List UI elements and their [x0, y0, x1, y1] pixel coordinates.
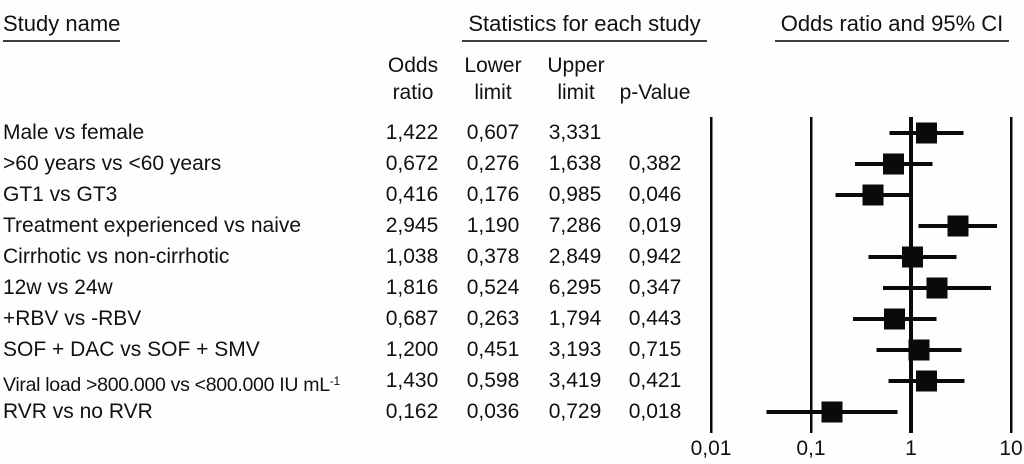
x-axis-tick-label: 0,1 [796, 437, 826, 460]
upper-limit-cell: 0,985 [548, 183, 602, 206]
study-name-cell: RVR vs no RVR [3, 399, 153, 425]
study-name-cell: GT1 vs GT3 [3, 182, 117, 208]
table-row: Viral load >800.000 vs <800.000 IU mL-1 1… [0, 368, 700, 396]
odds-ratio-marker [926, 277, 948, 299]
study-name-text: Male vs female [3, 121, 145, 144]
odds-ratio-marker [884, 308, 906, 330]
study-name-cell: Cirrhotic vs non-cirrhotic [3, 244, 229, 270]
odds-ratio-cell: 1,430 [385, 369, 439, 392]
study-name-text: +RBV vs -RBV [3, 307, 142, 330]
p-value-cell: 0,018 [628, 400, 682, 423]
lower-limit-header-line1: Lower [464, 54, 522, 77]
lower-limit-cell: 0,176 [466, 183, 520, 206]
odds-ratio-cell: 0,162 [385, 400, 439, 423]
study-name-superscript: -1 [329, 374, 340, 388]
odds-ratio-marker [821, 401, 843, 423]
table-row: Treatment experienced vs naive 2,945 1,190… [0, 213, 700, 239]
odds-ratio-header-line1: Odds [387, 54, 439, 77]
table-row: 12w vs 24w 1,816 0,524 6,295 0,347 [0, 275, 700, 301]
odds-ratio-cell: 1,422 [385, 121, 439, 144]
table-row: +RBV vs -RBV 0,687 0,263 1,794 0,443 [0, 306, 700, 332]
p-value-column-header: p-Value [619, 81, 691, 104]
upper-limit-cell: 3,419 [548, 369, 602, 392]
upper-limit-cell: 1,638 [548, 152, 602, 175]
odds-ratio-header-line2: ratio [392, 81, 434, 104]
odds-ratio-marker [883, 153, 905, 175]
odds-ratio-cell: 1,816 [385, 276, 439, 299]
upper-limit-cell: 3,193 [548, 338, 602, 361]
upper-limit-cell: 2,849 [548, 245, 602, 268]
upper-limit-cell: 1,794 [548, 307, 602, 330]
statistics-section-title: Statistics for each study [462, 12, 707, 42]
forest-plot [709, 117, 1013, 433]
study-name-text: SOF + DAC vs SOF + SMV [3, 338, 260, 361]
odds-ratio-marker [902, 246, 924, 268]
lower-limit-cell: 0,451 [466, 338, 520, 361]
upper-limit-header-line1: Upper [547, 54, 605, 77]
study-name-cell: +RBV vs -RBV [3, 306, 141, 332]
study-name-text: 12w vs 24w [3, 276, 113, 299]
table-row: RVR vs no RVR 0,162 0,036 0,729 0,018 [0, 399, 700, 425]
study-name-text: >60 years vs <60 years [3, 152, 222, 175]
study-name-cell: 12w vs 24w [3, 275, 113, 301]
odds-ratio-marker [862, 184, 884, 206]
lower-limit-cell: 1,190 [466, 214, 520, 237]
lower-limit-cell: 0,276 [466, 152, 520, 175]
odds-ratio-cell: 2,945 [385, 214, 439, 237]
upper-limit-cell: 0,729 [548, 400, 602, 423]
odds-ratio-marker [947, 215, 969, 237]
p-value-cell: 0,715 [628, 338, 682, 361]
odds-ratio-cell: 1,038 [385, 245, 439, 268]
study-name-cell: >60 years vs <60 years [3, 151, 221, 177]
study-name-cell: Viral load >800.000 vs <800.000 IU mL-1 [3, 368, 340, 398]
table-row: Cirrhotic vs non-cirrhotic 1,038 0,378 2,84… [0, 244, 700, 270]
upper-limit-cell: 3,331 [548, 121, 602, 144]
upper-limit-cell: 6,295 [548, 276, 602, 299]
p-value-cell: 0,443 [628, 307, 682, 330]
p-value-cell: 0,382 [628, 152, 682, 175]
table-row: Male vs female 1,422 0,607 3,331 [0, 120, 700, 146]
odds-ratio-column-header: Odds ratio [383, 52, 443, 106]
upper-limit-column-header: Upper limit [545, 52, 607, 106]
odds-ratio-marker [908, 339, 930, 361]
lower-limit-cell: 0,607 [466, 121, 520, 144]
study-name-column-title: Study name [3, 12, 121, 42]
upper-limit-cell: 7,286 [548, 214, 602, 237]
study-name-text: RVR vs no RVR [3, 400, 153, 423]
study-name-text: Cirrhotic vs non-cirrhotic [3, 245, 230, 268]
lower-limit-cell: 0,524 [466, 276, 520, 299]
lower-limit-column-header: Lower limit [462, 52, 524, 106]
lower-limit-cell: 0,263 [466, 307, 520, 330]
lower-limit-header-line2: limit [474, 81, 512, 104]
p-value-cell: 0,942 [628, 245, 682, 268]
lower-limit-cell: 0,036 [466, 400, 520, 423]
lower-limit-cell: 0,378 [466, 245, 520, 268]
upper-limit-header-line2: limit [557, 81, 595, 104]
study-name-text: GT1 vs GT3 [3, 183, 118, 206]
odds-ratio-cell: 1,200 [385, 338, 439, 361]
study-name-text: Viral load >800.000 vs <800.000 IU mL [3, 374, 330, 396]
odds-ratio-marker [915, 122, 937, 144]
study-name-cell: Male vs female [3, 120, 144, 146]
table-row: GT1 vs GT3 0,416 0,176 0,985 0,046 [0, 182, 700, 208]
study-name-cell: Treatment experienced vs naive [3, 213, 301, 239]
p-value-cell: 0,046 [628, 183, 682, 206]
p-value-cell: 0,019 [628, 214, 682, 237]
study-name-cell: SOF + DAC vs SOF + SMV [3, 337, 260, 363]
x-axis-tick-label: 0,01 [690, 437, 732, 460]
x-axis-tick-label: 10 [999, 437, 1023, 460]
x-axis-tick-label: 1 [905, 437, 917, 460]
plot-section-title: Odds ratio and 95% CI [775, 12, 1009, 42]
study-name-text: Treatment experienced vs naive [3, 214, 302, 237]
p-value-cell: 0,347 [628, 276, 682, 299]
odds-ratio-cell: 0,672 [385, 152, 439, 175]
odds-ratio-marker [916, 370, 938, 392]
p-value-cell: 0,421 [628, 369, 682, 392]
odds-ratio-cell: 0,416 [385, 183, 439, 206]
table-row: SOF + DAC vs SOF + SMV 1,200 0,451 3,193 0,7… [0, 337, 700, 363]
lower-limit-cell: 0,598 [466, 369, 520, 392]
odds-ratio-cell: 0,687 [385, 307, 439, 330]
table-row: >60 years vs <60 years 0,672 0,276 1,638 0,3… [0, 151, 700, 177]
